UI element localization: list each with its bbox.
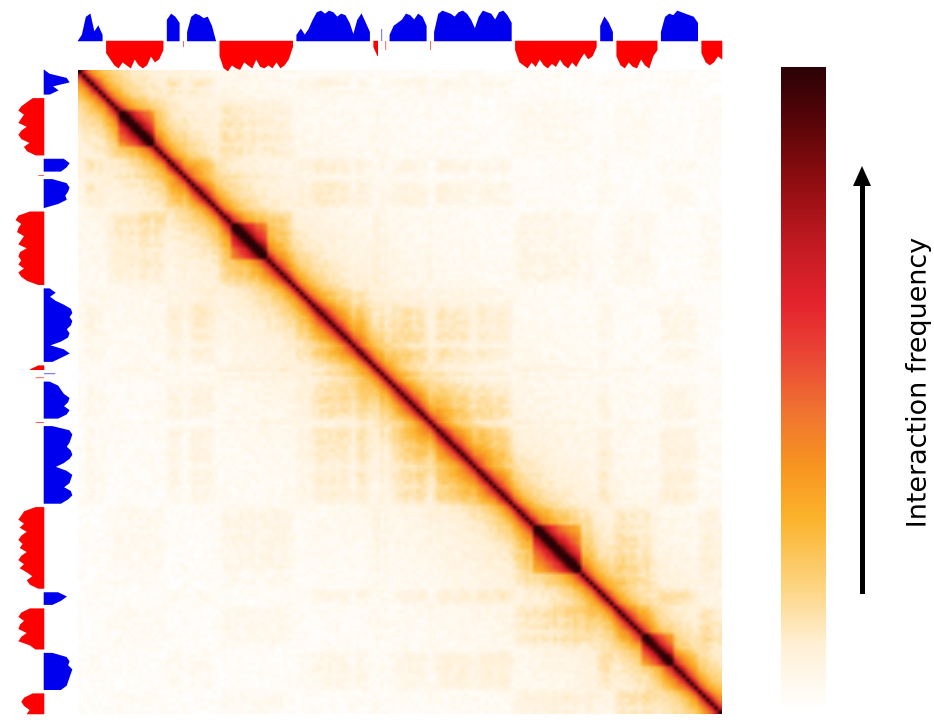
contact-heatmap bbox=[78, 70, 722, 714]
top-track-compartment-b bbox=[373, 40, 378, 57]
left-track-compartment-a bbox=[43, 288, 73, 362]
top-track-compartment-b bbox=[616, 40, 658, 69]
top-track-compartment-b bbox=[219, 40, 293, 72]
left-track-compartment-a bbox=[43, 426, 73, 504]
top-track-compartment-a bbox=[296, 10, 370, 42]
left-track-compartment-a bbox=[43, 158, 70, 172]
left-track-compartment-b bbox=[18, 507, 45, 589]
colorbar bbox=[781, 67, 826, 710]
left-track-compartment-b bbox=[18, 608, 45, 650]
top-track-compartment-b bbox=[515, 40, 597, 69]
left-track-compartment-b bbox=[15, 211, 45, 285]
top-track-compartment-b bbox=[701, 40, 723, 66]
increase-arrow-icon bbox=[853, 166, 871, 186]
colorbar-label: Interaction frequency bbox=[901, 237, 933, 529]
top-track-compartment-b bbox=[106, 40, 164, 69]
top-track-compartment-a bbox=[166, 13, 180, 42]
top-track-compartment-a bbox=[389, 13, 427, 42]
left-track-compartment-b bbox=[18, 98, 45, 156]
increase-arrow-shaft bbox=[860, 176, 865, 594]
left-track-compartment-a bbox=[43, 652, 73, 690]
top-track-compartment-a bbox=[434, 10, 512, 42]
left-track-compartment-a bbox=[43, 69, 70, 95]
top-track-compartment-a bbox=[660, 10, 698, 42]
top-track-compartment-a bbox=[600, 16, 613, 42]
top-compartment-track bbox=[77, 10, 723, 72]
left-compartment-track bbox=[15, 69, 73, 715]
top-track-compartment-a bbox=[187, 13, 217, 42]
left-track-compartment-b bbox=[21, 693, 45, 715]
top-track-compartment-a bbox=[77, 13, 103, 42]
left-track-compartment-a bbox=[43, 179, 70, 209]
left-track-compartment-a bbox=[43, 381, 70, 419]
left-track-compartment-b bbox=[29, 365, 45, 370]
left-track-compartment-a bbox=[43, 592, 67, 605]
